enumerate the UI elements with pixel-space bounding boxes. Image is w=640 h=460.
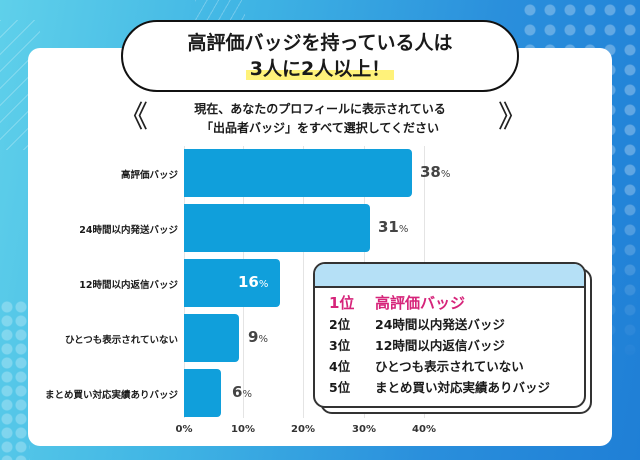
x-tick: 0%: [175, 424, 193, 435]
chevron-right-icon: 》: [498, 100, 528, 135]
bar-high-rating: [184, 149, 412, 197]
value-label: 38%: [420, 163, 451, 181]
value-label: 16%: [238, 273, 269, 291]
category-label: 高評価バッジ: [120, 170, 178, 181]
ranking-card: 1位 高評価バッジ 2位 24時間以内発送バッジ 3位 12時間以内返信バッジ 4位ひ…: [313, 262, 586, 408]
title-line-1: 高評価バッジを持っている人は: [187, 32, 453, 54]
title-line-2: 3人に2人以上！: [123, 56, 517, 82]
x-tick: 10%: [231, 424, 255, 435]
category-label: まとめ買い対応実績ありバッジ: [44, 390, 178, 401]
subtitle-line-2: 「出品者バッジ」をすべて選択してください: [201, 121, 439, 135]
x-tick: 40%: [412, 424, 436, 435]
x-tick: 30%: [352, 424, 376, 435]
ranking-item: 1位 高評価バッジ: [329, 294, 466, 312]
title-pill: 高評価バッジを持っている人は 3人に2人以上！: [121, 20, 519, 92]
ranking-list: 1位 高評価バッジ 2位 24時間以内発送バッジ 3位 12時間以内返信バッジ 4位ひ…: [315, 288, 584, 398]
category-label: 24時間以内発送バッジ: [79, 225, 178, 236]
bar-24h-shipping: [184, 204, 370, 252]
bar-none: [184, 314, 239, 362]
category-label: 12時間以内返信バッジ: [79, 280, 178, 291]
ranking-item: 4位 ひとつも表示されていない: [329, 359, 524, 374]
bar-bulk-buy: [184, 369, 221, 417]
value-label: 31%: [378, 218, 409, 236]
ranking-item: 2位 24時間以内発送バッジ: [329, 317, 505, 332]
category-label: ひとつも表示されていない: [64, 335, 178, 346]
value-label: 6%: [232, 383, 252, 401]
bar-12h-reply: [184, 259, 280, 307]
background-dots-left: [0, 300, 30, 460]
ranking-item: 5位 まとめ買い対応実績ありバッジ: [329, 380, 551, 395]
value-label: 9%: [248, 328, 268, 346]
ranking-card-header: [315, 264, 584, 288]
x-tick: 20%: [291, 424, 315, 435]
title-highlight: 3人に2人以上！: [245, 58, 395, 80]
chevron-left-icon: 《: [118, 100, 148, 135]
ranking-item: 3位 12時間以内返信バッジ: [329, 338, 505, 353]
subtitle-line-1: 現在、あなたのプロフィールに表示されている: [194, 102, 446, 116]
gridline-20: [303, 146, 304, 418]
question-subtitle: 現在、あなたのプロフィールに表示されている 「出品者バッジ」をすべて選択してくだ…: [160, 100, 480, 138]
